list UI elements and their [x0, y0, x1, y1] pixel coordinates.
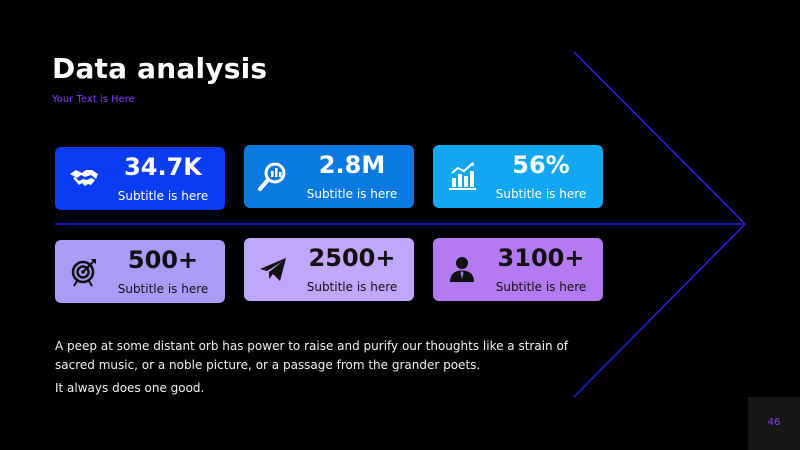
page-number: 46 [767, 417, 781, 428]
page-number-box: 46 [748, 397, 800, 450]
stat-value: 56% [512, 151, 570, 179]
target-icon [71, 259, 96, 287]
stat-card-plane: 2500+ Subtitle is here [244, 238, 414, 301]
arrow-upper-line [573, 51, 746, 225]
stat-value: 2500+ [308, 244, 396, 272]
stat-card-chart: 56% Subtitle is here [433, 145, 603, 208]
stat-value: 34.7K [124, 153, 202, 181]
search-chart-icon [258, 162, 286, 191]
stat-card-search: 2.8M Subtitle is here [244, 145, 414, 208]
stat-value: 3100+ [497, 244, 585, 272]
stat-subtitle: Subtitle is here [495, 280, 587, 294]
stat-subtitle: Subtitle is here [117, 282, 209, 296]
stat-subtitle: Subtitle is here [495, 187, 587, 201]
user-icon [450, 257, 474, 282]
bar-chart-icon [449, 162, 476, 190]
paper-plane-icon [260, 258, 286, 281]
stat-value: 500+ [127, 246, 199, 274]
stat-card-user: 3100+ Subtitle is here [433, 238, 603, 301]
slide-subtitle: Your Text is Here [52, 94, 135, 105]
stat-subtitle: Subtitle is here [117, 189, 209, 203]
body-paragraph: A peep at some distant orb has power to … [55, 339, 569, 372]
arrow-lower-line [573, 223, 746, 398]
stat-subtitle: Subtitle is here [306, 280, 398, 294]
stat-subtitle: Subtitle is here [306, 187, 398, 201]
stat-card-handshake: 34.7K Subtitle is here [55, 147, 225, 210]
slide-title: Data analysis [52, 52, 268, 85]
stat-value: 2.8M [318, 151, 386, 179]
body-line: It always does one good. [55, 381, 205, 395]
handshake-icon [70, 170, 98, 186]
stat-card-target: 500+ Subtitle is here [55, 240, 225, 303]
